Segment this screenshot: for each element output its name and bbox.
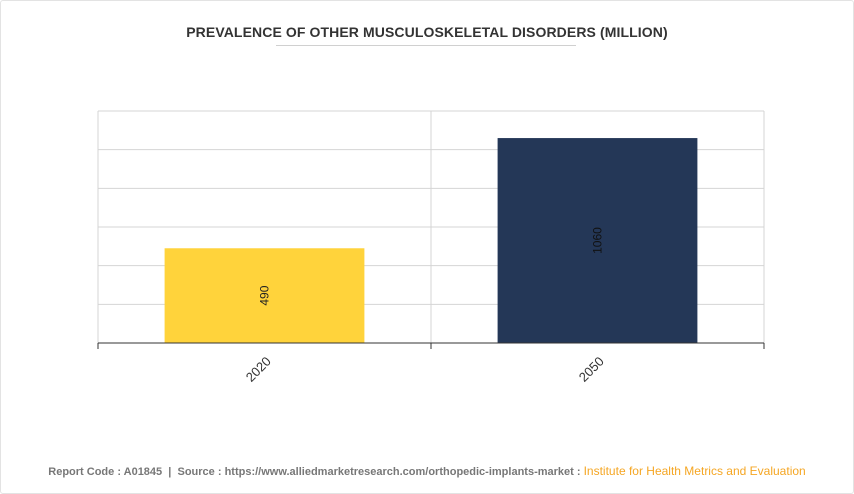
source-organization: Institute for Health Metrics and Evaluat… (583, 464, 806, 478)
x-tick-label-2020: 2020 (243, 354, 274, 385)
title-underline (276, 45, 576, 46)
bars (164, 138, 698, 343)
data-labels: 490 1060 (258, 227, 605, 306)
data-label-2050: 1060 (591, 227, 605, 254)
x-axis: 2020 2050 (97, 342, 765, 385)
footer: Report Code : A01845 | Source : https://… (0, 464, 854, 478)
bar-2050 (497, 138, 698, 343)
report-code: Report Code : A01845 (48, 466, 163, 478)
data-label-2020: 490 (258, 285, 272, 305)
x-tick-label-2050: 2050 (576, 354, 607, 385)
chart-title: PREVALENCE OF OTHER MUSCULOSKELETAL DISO… (186, 24, 668, 40)
source-link[interactable]: Source : https://www.alliedmarketresearc… (177, 466, 581, 478)
bar-2020 (164, 248, 365, 343)
footer-separator: | (168, 466, 172, 478)
